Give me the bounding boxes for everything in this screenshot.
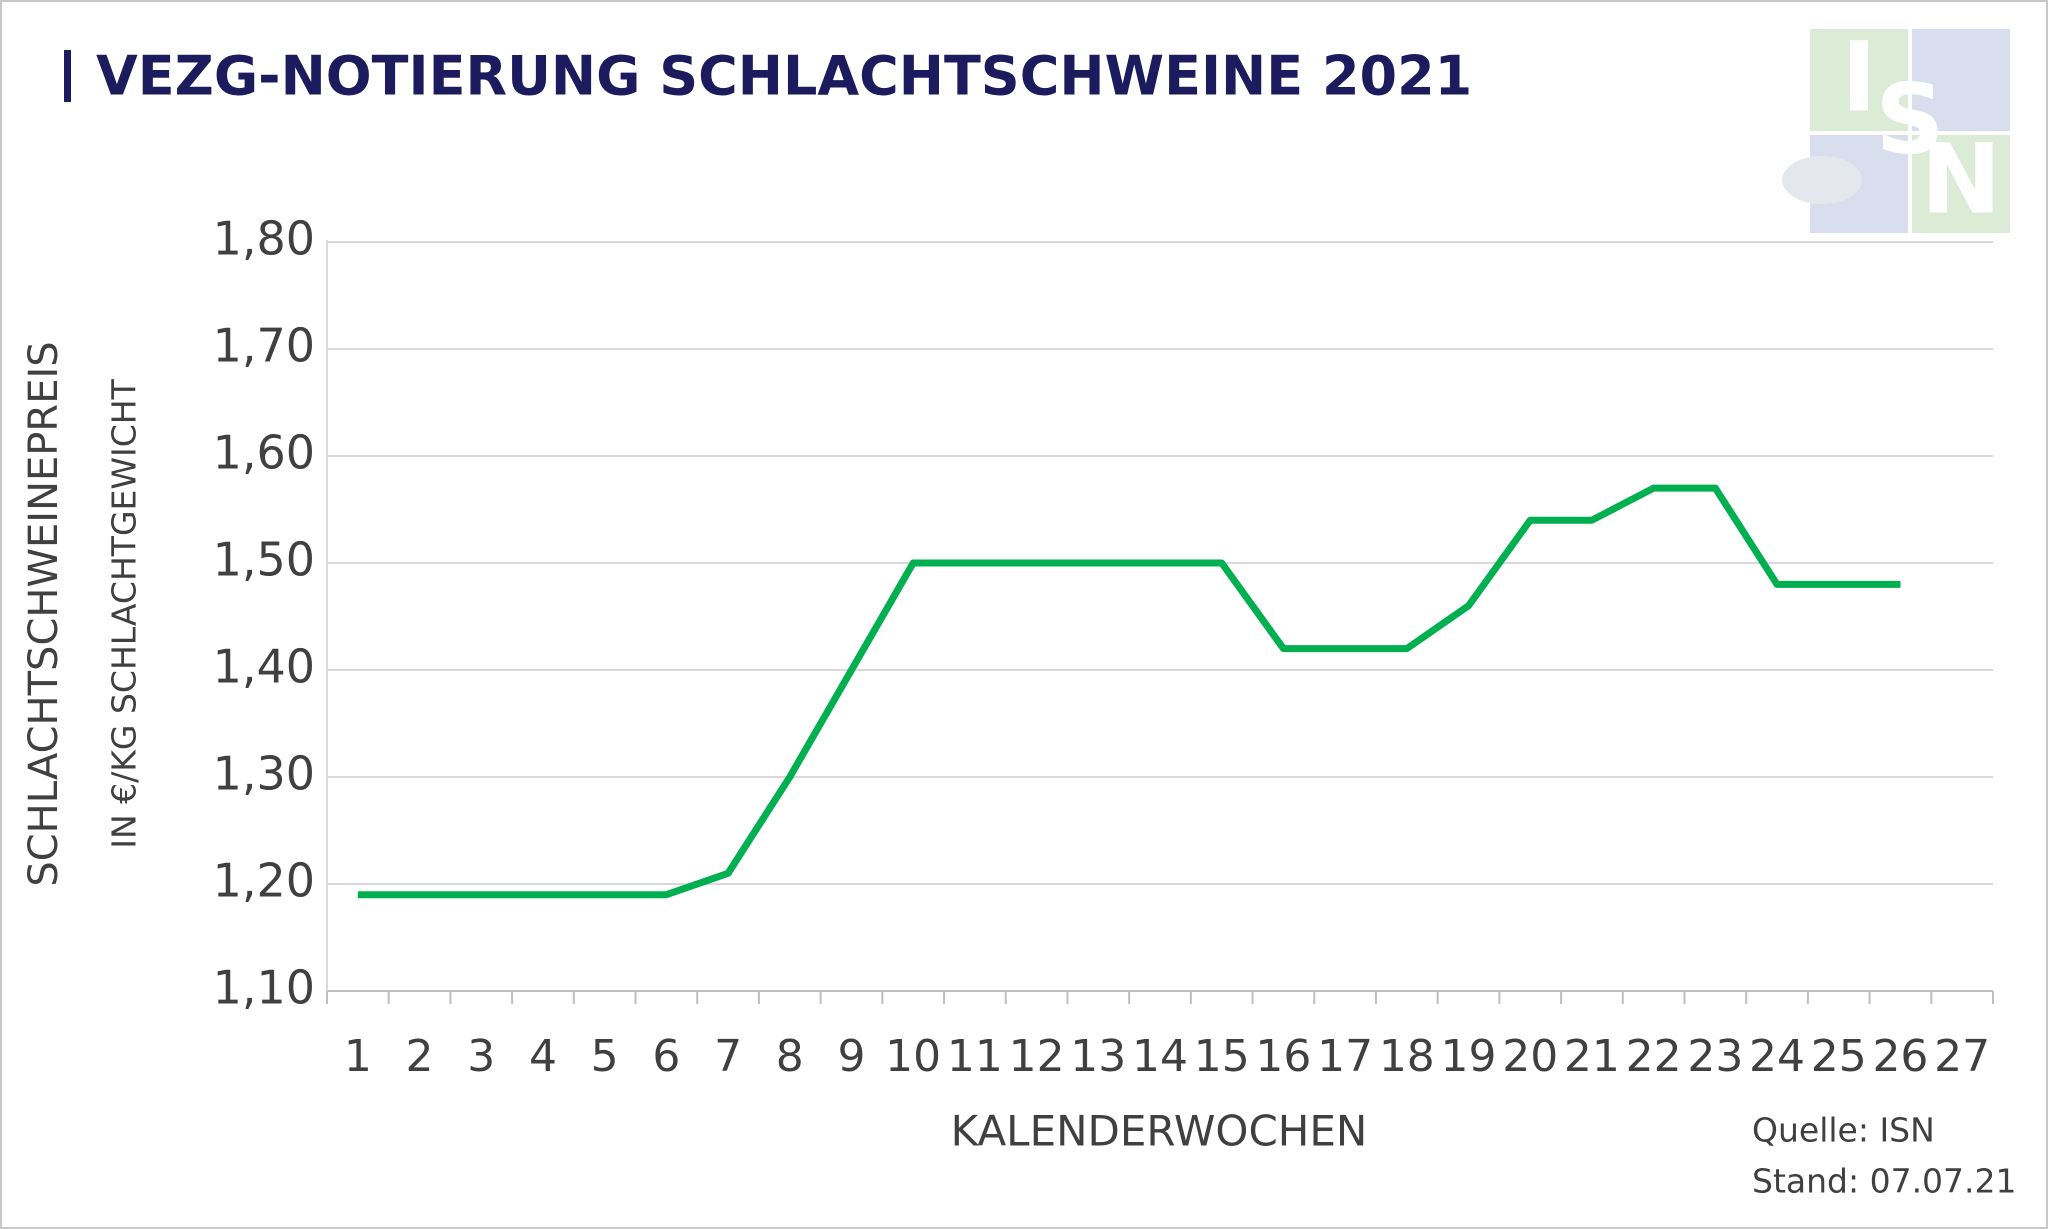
x-tick-label: 17 bbox=[1317, 1031, 1373, 1082]
x-tick-label: 22 bbox=[1626, 1031, 1682, 1082]
x-tick-label: 24 bbox=[1749, 1031, 1805, 1082]
logo-tile bbox=[1912, 135, 2010, 233]
y-axis-label: IN €/KG SCHLACHTGEWICHT bbox=[105, 378, 144, 848]
x-tick-label: 13 bbox=[1070, 1031, 1126, 1082]
x-tick-label: 7 bbox=[714, 1031, 742, 1082]
x-tick-label: 18 bbox=[1379, 1031, 1435, 1082]
x-tick-label: 26 bbox=[1872, 1031, 1928, 1082]
x-tick-label: 8 bbox=[776, 1031, 804, 1082]
x-tick-label: 3 bbox=[467, 1031, 495, 1082]
x-tick-label: 10 bbox=[885, 1031, 941, 1082]
x-tick-label: 6 bbox=[652, 1031, 680, 1082]
y-tick-label: 1,70 bbox=[213, 319, 315, 373]
chart-title: VEZG-NOTIERUNG SCHLACHTSCHWEINE 2021 bbox=[96, 45, 1472, 108]
logo-tile bbox=[1912, 29, 2010, 131]
line-series bbox=[357, 484, 1901, 899]
y-tick-label: 1,40 bbox=[213, 640, 315, 694]
logo-letter: I bbox=[1841, 21, 1877, 133]
x-tick-label: 4 bbox=[529, 1031, 557, 1082]
x-tick-label: 19 bbox=[1441, 1031, 1497, 1082]
y-tick-label: 1,10 bbox=[213, 961, 315, 1015]
logo-letter: S bbox=[1875, 63, 1944, 175]
x-axis-label: KALENDERWOCHEN bbox=[951, 1107, 1368, 1156]
y-tick-label: 1,60 bbox=[213, 426, 315, 480]
y-tick-label: 1,80 bbox=[213, 212, 315, 266]
x-tick-label: 14 bbox=[1132, 1031, 1188, 1082]
title-bar bbox=[64, 50, 71, 102]
x-tick-label: 15 bbox=[1194, 1031, 1250, 1082]
x-tick-label: 11 bbox=[947, 1031, 1003, 1082]
logo-pig bbox=[1782, 156, 1862, 204]
x-tick-label: 27 bbox=[1934, 1031, 1990, 1082]
logo bbox=[1782, 29, 2010, 233]
x-tick-label: 25 bbox=[1811, 1031, 1867, 1082]
y-axis-label: SCHLACHTSCHWEINEPREIS bbox=[21, 341, 67, 886]
x-tick-label: 23 bbox=[1687, 1031, 1743, 1082]
source: Stand: 07.07.21 bbox=[1752, 1162, 2017, 1201]
logo-tile bbox=[1810, 29, 1908, 131]
logo-letter: N bbox=[1921, 123, 2001, 235]
x-tick-label: 16 bbox=[1255, 1031, 1311, 1082]
x-tick-label: 9 bbox=[837, 1031, 865, 1082]
y-tick-label: 1,50 bbox=[213, 533, 315, 587]
x-tick-label: 5 bbox=[591, 1031, 619, 1082]
source: Quelle: ISN bbox=[1752, 1111, 1935, 1150]
y-tick-label: 1,30 bbox=[213, 747, 315, 801]
x-tick-label: 2 bbox=[406, 1031, 434, 1082]
y-tick-label: 1,20 bbox=[213, 854, 315, 908]
x-tick-label: 1 bbox=[344, 1031, 372, 1082]
x-tick-label: 20 bbox=[1502, 1031, 1558, 1082]
x-tick-label: 21 bbox=[1564, 1031, 1620, 1082]
x-tick-label: 12 bbox=[1009, 1031, 1065, 1082]
